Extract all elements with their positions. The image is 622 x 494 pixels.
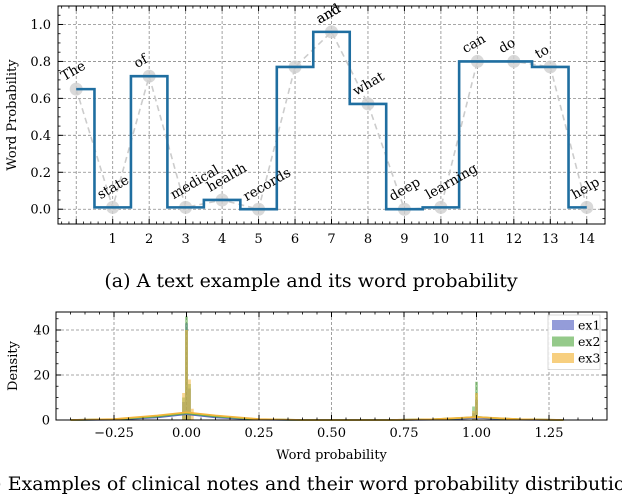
chart-b-xtick-label: 0.25 [245,426,274,441]
chart-b-legend-swatch [552,353,574,363]
chart-a-word-label: do [496,35,519,57]
chart-a-xtick-label: 11 [469,232,486,247]
chart-b-legend-label: ex3 [578,351,600,366]
chart-b-legend-label: ex1 [578,318,600,333]
chart-a-caption: (a) A text example and its word probabil… [104,270,518,292]
chart-b-legend-label: ex2 [578,334,600,349]
chart-a-word-label: what [350,68,388,99]
chart-a-ticks: 1 2 3 4 5 6 7 8 9 10 11 12 13 140.00.20.40.60.81.0 [30,5,605,247]
chart-a-xtick-label: 5 [254,232,262,247]
chart-a-step-series [76,30,587,211]
chart-a-ytick-label: 0.2 [30,166,51,181]
chart-b-xtick-label: 0.00 [172,426,201,441]
chart-b-bar-ex3 [185,330,188,420]
chart-a-word-label: and [314,1,344,28]
chart-b-caption: (b) Examples of clinical notes and their… [0,473,622,494]
chart-b-xtick-label: 1.25 [535,426,564,441]
chart-a-xtick-label: 7 [327,232,335,247]
chart-a-xtick-label: 2 [145,232,153,247]
chart-a-ylabel: Word Probability [5,59,20,171]
chart-a-word-label: can [459,31,488,57]
chart-a-xtick-label: 1 [109,232,117,247]
chart-a-ytick-label: 0.4 [30,129,51,144]
chart-b-grid [56,312,607,421]
density-histogram-chart: −0.25 0.00 0.25 0.50 0.75 1.00 1.25 0 20 40 Densi… [0,311,622,494]
chart-a-ytick-label: 0.6 [30,92,51,107]
chart-b-xtick-label: −0.25 [94,426,134,441]
chart-b-histogram-bars [182,316,478,420]
chart-a-word-label: state [95,172,132,203]
chart-b-xtick-label: 0.50 [317,426,346,441]
chart-b-bar-ex3 [187,379,191,420]
chart-a-xtick-label: 14 [578,232,595,247]
chart-a-word-label: learning [423,160,481,203]
chart-a-xtick-label: 8 [364,232,372,247]
chart-b-ticks: −0.25 0.00 0.25 0.50 0.75 1.00 1.25 0 20 40 [33,312,607,441]
chart-b-ylabel: Density [6,340,21,391]
chart-a-xtick-label: 12 [506,232,523,247]
chart-b-ytick-label: 40 [33,324,50,339]
word-probability-chart: Thestateofmedicalhealthrecordsandwhatdee… [5,1,606,292]
chart-a-step-line [76,30,587,211]
chart-b-xtick-label: 0.75 [390,426,419,441]
chart-b-ytick-label: 0 [42,414,50,429]
chart-a-ytick-label: 1.0 [30,18,51,33]
chart-a-grid [58,6,605,224]
chart-b-xlabel: Word probability [276,448,387,463]
chart-a-ytick-label: 0.8 [30,55,51,70]
chart-b-bar-ex3 [182,393,186,420]
chart-a-xtick-label: 6 [291,232,299,247]
chart-a-word-label: help [569,174,603,203]
chart-a-xtick-label: 10 [433,232,450,247]
chart-b-legend-swatch [552,320,574,330]
chart-b-ytick-label: 20 [33,369,50,384]
chart-a-xtick-label: 3 [181,232,189,247]
chart-a-word-label: deep [386,174,423,204]
chart-b-bar-ex3 [472,411,476,420]
chart-b-xtick-label: 1.00 [462,426,491,441]
chart-a-ytick-label: 0.0 [30,203,51,218]
chart-a-xtick-label: 4 [218,232,226,247]
chart-a-xtick-label: 9 [400,232,408,247]
chart-a-xtick-label: 13 [542,232,559,247]
chart-a-word-label: to [532,42,552,63]
chart-b-legend-swatch [552,336,574,347]
chart-b-bar-ex3 [475,393,478,420]
chart-a-word-label: records [241,165,294,205]
